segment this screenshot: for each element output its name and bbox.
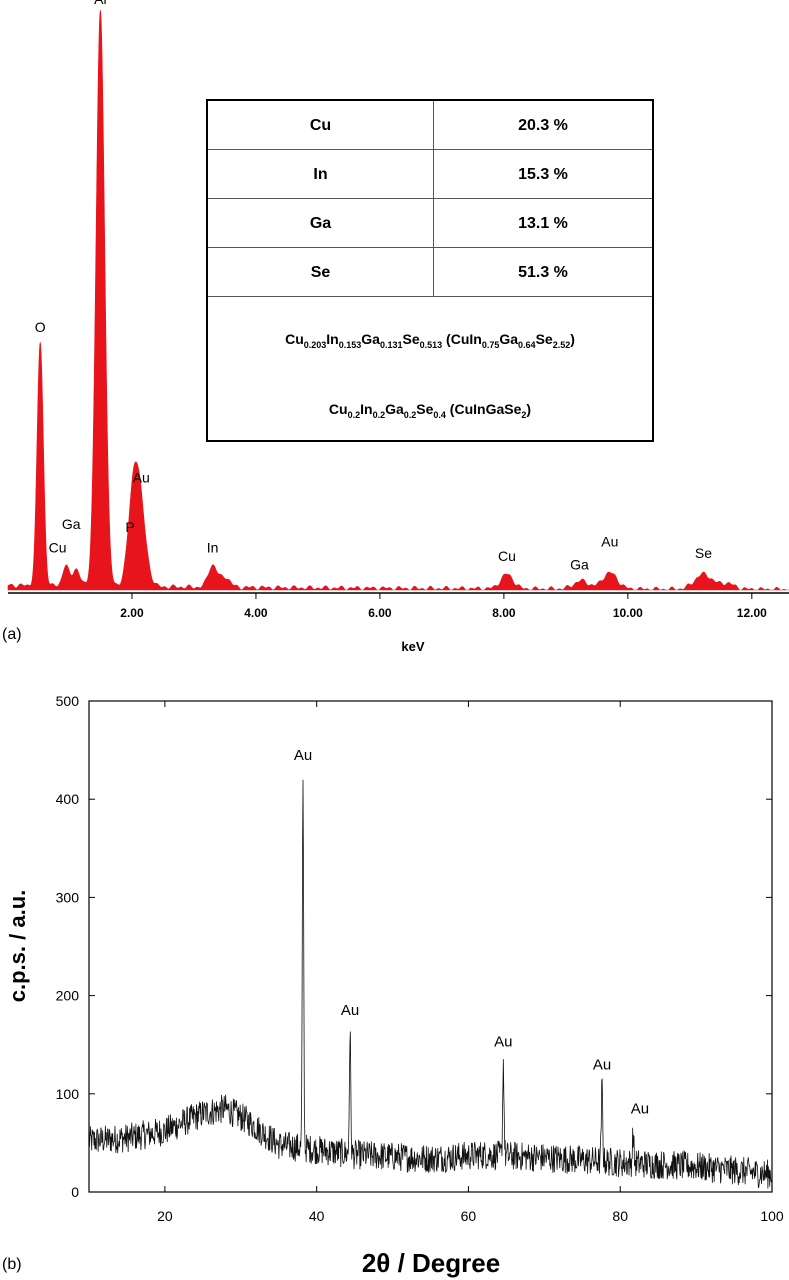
table-row: In 15.3 % <box>208 150 652 199</box>
formula-ideal: Cu0.2In0.2Ga0.2Se0.4 (CuInGaSe2) <box>208 401 652 420</box>
peak-label-a: Cu <box>49 539 67 555</box>
percent-cell: 51.3 % <box>434 248 652 297</box>
peak-label-a: Se <box>695 545 712 561</box>
plot-frame-b <box>89 701 772 1192</box>
panel-a-tag: (a) <box>2 626 22 644</box>
x-tick-label-a: 12.00 <box>737 606 767 620</box>
table-row: Cu 20.3 % <box>208 101 652 150</box>
formula-measured: Cu0.203In0.153Ga0.131Se0.513 (CuIn0.75Ga… <box>208 331 652 350</box>
peak-label-a: Au <box>133 470 150 486</box>
x-tick-label-a: 10.00 <box>613 606 643 620</box>
peak-label-a: Ga <box>62 516 81 532</box>
x-tick-label-a: 6.00 <box>368 606 392 620</box>
peak-label-b: Au <box>341 1002 359 1019</box>
peak-label-a: O <box>35 319 46 335</box>
x-tick-label-b: 80 <box>612 1208 628 1224</box>
x-tick-label-b: 60 <box>461 1208 477 1224</box>
peak-label-b: Au <box>494 1034 512 1051</box>
percent-cell: 20.3 % <box>434 101 652 150</box>
y-tick-label-b: 300 <box>56 889 80 905</box>
peak-label-a: In <box>207 539 219 555</box>
xrd-pattern-line <box>89 780 772 1189</box>
percent-cell: 15.3 % <box>434 150 652 199</box>
element-cell: Cu <box>208 101 434 150</box>
y-tick-label-b: 100 <box>56 1086 80 1102</box>
peak-label-b: Au <box>593 1056 611 1073</box>
x-tick-label-a: 2.00 <box>120 606 144 620</box>
peak-label-a: Al <box>94 0 106 7</box>
y-tick-label-b: 400 <box>56 791 80 807</box>
x-axis-label-b: 2θ / Degree <box>362 1248 500 1278</box>
element-cell: In <box>208 150 434 199</box>
element-cell: Se <box>208 248 434 297</box>
peak-label-a: Ga <box>570 557 589 573</box>
x-tick-label-b: 40 <box>309 1208 325 1224</box>
x-tick-label-a: 8.00 <box>492 606 516 620</box>
composition-table: Cu 20.3 % In 15.3 % Ga 13.1 % Se 51.3 % … <box>206 99 654 442</box>
peak-label-a: Au <box>601 534 618 550</box>
x-tick-label-b: 100 <box>760 1208 784 1224</box>
table-row: Ga 13.1 % <box>208 199 652 248</box>
peak-label-a: P <box>125 519 134 535</box>
peak-label-b: Au <box>294 747 312 764</box>
percent-cell: 13.1 % <box>434 199 652 248</box>
peak-label-a: Cu <box>498 548 516 564</box>
panel-b-tag: (b) <box>2 1256 22 1274</box>
x-axis-label-a: keV <box>401 639 424 654</box>
x-tick-label-b: 20 <box>157 1208 173 1224</box>
y-tick-label-b: 200 <box>56 988 80 1004</box>
y-tick-label-b: 0 <box>71 1184 79 1200</box>
y-axis-label-b: c.p.s. / a.u. <box>5 890 30 1002</box>
x-tick-label-a: 4.00 <box>244 606 268 620</box>
element-cell: Ga <box>208 199 434 248</box>
table-row: Se 51.3 % <box>208 248 652 297</box>
y-tick-label-b: 500 <box>56 693 80 709</box>
peak-label-b: Au <box>631 1100 649 1117</box>
